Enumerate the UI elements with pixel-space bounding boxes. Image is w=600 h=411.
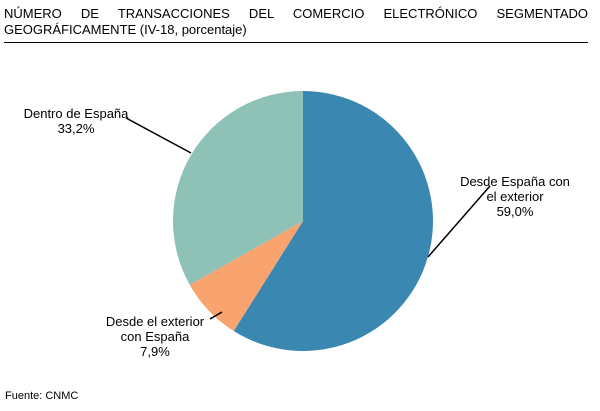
leader-line-1 (209, 311, 223, 320)
slice-label-line-1-1: con España (121, 329, 190, 344)
chart-title: NÚMERO DE TRANSACCIONES DEL COMERCIO ELE… (4, 6, 588, 38)
slice-label-0: Desde España con el exterior 59,0% (460, 174, 570, 219)
slice-label-2: Dentro de España 33,2% (24, 106, 130, 136)
slice-label-1: Desde el exterior con España 7,9% (106, 314, 205, 359)
slice-label-line-2-0: Dentro de España (24, 106, 130, 121)
slice-value-0: 59,0% (497, 204, 534, 219)
leader-line-2 (125, 117, 192, 154)
slice-value-1: 7,9% (140, 344, 170, 359)
pie-slice-0 (233, 91, 434, 351)
slice-label-line-0-1: el exterior (486, 189, 544, 204)
chart-title-line1: NÚMERO DE TRANSACCIONES DEL COMERCIO ELE… (4, 6, 588, 21)
slice-value-2: 33,2% (58, 121, 95, 136)
title-rule (4, 42, 588, 43)
pie-slice-2 (172, 90, 303, 285)
slice-label-line-0-0: Desde España con (460, 174, 570, 189)
source-note: Fuente: CNMC (5, 390, 79, 402)
chart-title-line2: GEOGRÁFICAMENTE (IV-18, porcentaje) (4, 22, 247, 37)
leader-line-0 (427, 185, 491, 258)
pie-slice-1 (189, 221, 303, 332)
slice-label-line-1-0: Desde el exterior (106, 314, 205, 329)
